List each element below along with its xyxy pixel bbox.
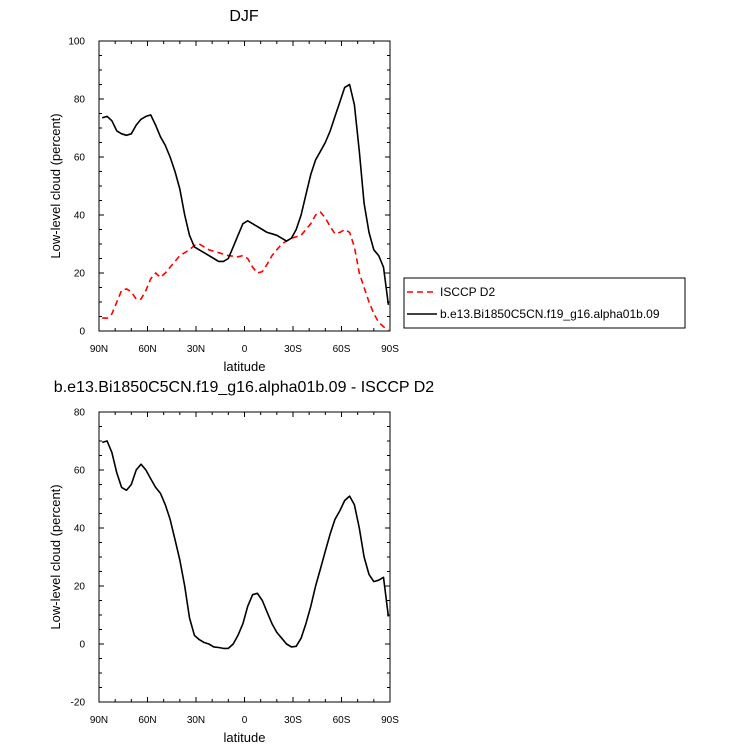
y-axis-label: Low-level cloud (percent)	[48, 484, 63, 629]
x-tick-label: 90S	[381, 344, 399, 355]
series-line-0	[101, 440, 390, 650]
x-tick-label: 90N	[90, 344, 108, 355]
y-tick-label: 40	[74, 211, 86, 222]
top-panel: DJF 0 20 40 60 80 100 90N 60N 30N 0 30S 60S 90S latitu…	[48, 8, 399, 374]
x-tick-label: 90S	[381, 715, 399, 726]
x-tick-label: 60N	[138, 344, 156, 355]
series-line-0	[102, 211, 389, 332]
x-axis-label: latitude	[224, 359, 266, 374]
chart-title: b.e13.Bi1850C5CN.f19_g16.alpha01b.09 - I…	[54, 379, 435, 396]
y-tick-label: 100	[68, 37, 85, 48]
y-tick-label: 0	[79, 640, 85, 651]
y-tick-label: 80	[74, 95, 86, 106]
y-tick-label: 80	[74, 408, 86, 419]
legend-box	[403, 277, 686, 329]
legend-label-1: b.e13.Bi1850C5CN.f19_g16.alpha01b.09	[440, 307, 660, 321]
y-tick-label: 0	[79, 327, 85, 338]
x-tick-label: 30N	[187, 344, 205, 355]
x-tick-label: 30N	[187, 715, 205, 726]
x-axis-label: latitude	[224, 730, 266, 745]
y-tick-label: 20	[74, 269, 86, 280]
plot-frame	[98, 411, 391, 703]
y-tick-label: 60	[74, 466, 86, 477]
x-tick-label: 30S	[284, 715, 302, 726]
legend-label-0: ISCCP D2	[440, 285, 495, 299]
x-tick-label: 60N	[138, 715, 156, 726]
legend: ISCCP D2 b.e13.Bi1850C5CN.f19_g16.alpha01…	[403, 277, 686, 329]
x-tick-label: 90N	[90, 715, 108, 726]
y-tick-label: 60	[74, 153, 86, 164]
x-tick-label: 60S	[333, 715, 351, 726]
bottom-panel: b.e13.Bi1850C5CN.f19_g16.alpha01b.09 - I…	[48, 379, 434, 745]
y-tick-label: 40	[74, 524, 86, 535]
chart-title: DJF	[229, 8, 259, 25]
x-tick-label: 60S	[333, 344, 351, 355]
y-axis-label: Low-level cloud (percent)	[48, 113, 63, 258]
y-tick-label: 20	[74, 582, 86, 593]
x-tick-label: 0	[242, 715, 248, 726]
x-tick-label: 30S	[284, 344, 302, 355]
plot-frame	[98, 40, 391, 332]
y-tick-label: -20	[71, 698, 86, 709]
x-tick-label: 0	[242, 344, 248, 355]
series-line-1	[101, 83, 390, 306]
